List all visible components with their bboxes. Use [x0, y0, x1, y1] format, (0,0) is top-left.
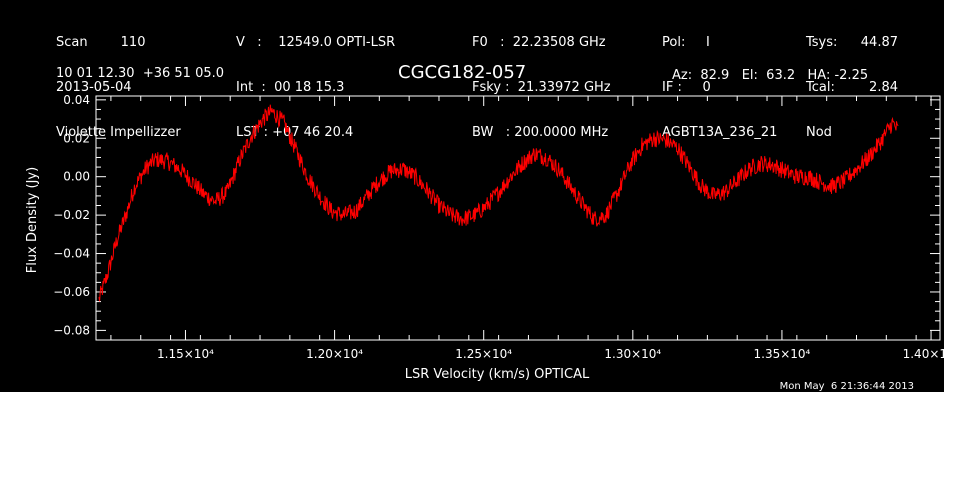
x-tick-label: 1.40×10⁴	[903, 347, 944, 361]
x-tick-label: 1.35×10⁴	[754, 347, 811, 361]
y-axis-label: Flux Density (Jy)	[25, 167, 40, 273]
plot-panel	[0, 0, 944, 392]
y-tick-label: 0.02	[63, 131, 90, 145]
y-tick-label: 0.04	[63, 93, 90, 107]
tcal-value: 2.84	[869, 80, 898, 95]
bandwidth-line: BW : 200.0000 MHz	[472, 125, 609, 140]
series-line	[98, 104, 899, 302]
header-col-scan: Scan 110 2013-05-04 Violette Impellizzer	[56, 5, 181, 155]
x-tick-label: 1.30×10⁴	[604, 347, 661, 361]
tsys-value: 44.87	[860, 35, 898, 50]
date-line: 2013-05-04	[56, 80, 132, 95]
y-tick-label: −0.04	[53, 247, 90, 261]
y-tick-label: −0.02	[53, 208, 90, 222]
header-col-system-values: 44.87 2.84	[850, 5, 898, 140]
pointing-text: Az: 82.9 El: 63.2 HA: -2.25	[672, 68, 869, 83]
header-col-polarization: Pol: I IF : 0 AGBT13A_236_21	[662, 5, 777, 155]
x-tick-label: 1.25×10⁴	[455, 347, 512, 361]
x-tick-label: 1.15×10⁴	[157, 347, 214, 361]
coordinates-text: 10 01 12.30 +36 51 05.0	[56, 66, 225, 81]
integration-line: Int : 00 18 15.3	[236, 80, 345, 95]
timestamp: Mon May 6 21:36:44 2013	[779, 381, 914, 392]
if-line: IF : 0	[662, 80, 711, 95]
tsys-label: Tsys:	[806, 35, 838, 50]
project-line: AGBT13A_236_21	[662, 125, 778, 140]
x-tick-label: 1.20×10⁴	[306, 347, 363, 361]
velocity-line: V : 12549.0 OPTI-LSR	[236, 35, 396, 50]
observer-line: Violette Impellizzer	[56, 125, 181, 140]
sky-freq-line: Fsky : 21.33972 GHz	[472, 80, 611, 95]
spectrum-chart: 1.15×10⁴ 1.20×10⁴ 1.25×10⁴ 1.30×10⁴ 1.35×10⁴…	[25, 93, 944, 382]
pol-line: Pol: I	[662, 35, 710, 50]
y-tick-label: −0.08	[53, 323, 90, 337]
axis-ticks	[96, 96, 940, 340]
series-group	[98, 104, 899, 302]
source-name: CGCG182-057	[398, 62, 527, 83]
nod-label: Nod	[806, 125, 832, 140]
header-col-frequency: F0 : 22.23508 GHz Fsky : 21.33972 GHz BW…	[472, 5, 611, 155]
header-col-system-labels: Tsys: Tcal: Nod	[806, 5, 837, 155]
plot-frame	[95, 95, 941, 341]
axes-frame	[95, 95, 941, 341]
scan-line: Scan 110	[56, 35, 146, 50]
tcal-label: Tcal:	[806, 80, 835, 95]
y-tick-label: −0.06	[53, 285, 90, 299]
tick-labels: 1.15×10⁴ 1.20×10⁴ 1.25×10⁴ 1.30×10⁴ 1.35×10⁴…	[53, 93, 944, 361]
y-tick-label: 0.00	[63, 170, 90, 184]
rest-freq-line: F0 : 22.23508 GHz	[472, 35, 606, 50]
x-axis-label: LSR Velocity (km/s) OPTICAL	[405, 367, 590, 382]
